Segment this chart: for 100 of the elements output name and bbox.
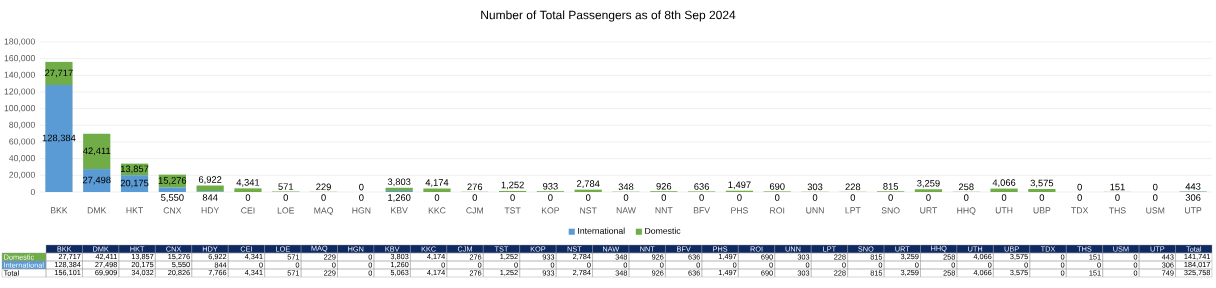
- y-tick-label: 0: [30, 188, 35, 196]
- data-label: 0: [1153, 183, 1158, 191]
- x-tick-label: UTH: [995, 207, 1013, 214]
- y-tick-label: 40,000: [9, 155, 35, 163]
- data-label: 0: [585, 194, 591, 201]
- data-label: 0: [510, 194, 515, 201]
- data-label: 6,922: [198, 176, 222, 184]
- data-label: 151: [1110, 183, 1125, 191]
- data-label: 1,252: [501, 181, 524, 190]
- data-label: 3,575: [1030, 179, 1054, 188]
- data-label: 690: [769, 183, 785, 190]
- x-tick-label: SNO: [881, 207, 900, 214]
- x-tick-label: LPT: [845, 207, 861, 214]
- x-tick-label: THS: [1109, 207, 1126, 214]
- data-label: 0: [321, 194, 326, 201]
- x-tick-label: KBV: [391, 207, 408, 214]
- data-label: 5,550: [161, 194, 184, 202]
- data-label: 0: [661, 194, 667, 201]
- x-tick-label: KOP: [541, 207, 560, 214]
- legend-label: Domestic: [645, 227, 681, 234]
- data-label: 4,341: [236, 179, 260, 187]
- y-tick-label: 120,000: [4, 88, 35, 96]
- data-label: 258: [958, 183, 974, 191]
- x-tick-label: NNT: [655, 207, 673, 214]
- data-label: 228: [845, 183, 861, 191]
- x-tick-label: TST: [504, 207, 521, 214]
- data-label: 933: [543, 183, 558, 190]
- y-tick-label: 100,000: [4, 105, 35, 113]
- y-tick-label: 60,000: [9, 138, 35, 146]
- data-label: 0: [1153, 194, 1158, 201]
- chart-title: Number of Total Passengers as of 8th Sep 2024: [481, 10, 736, 22]
- data-label: 42,411: [83, 147, 111, 156]
- x-tick-label: UNN: [806, 207, 824, 214]
- data-label: 0: [850, 194, 856, 201]
- data-label: 0: [1077, 183, 1082, 191]
- data-label: 0: [774, 194, 780, 201]
- x-tick-label: TDX: [1071, 207, 1089, 214]
- data-label: 2,784: [576, 180, 600, 189]
- data-label: 3,259: [917, 179, 940, 188]
- y-tick-label: 180,000: [4, 38, 35, 46]
- data-label: 0: [812, 194, 818, 201]
- data-label: 0: [737, 194, 742, 201]
- data-label: 443: [1185, 183, 1201, 190]
- data-label: 348: [618, 183, 634, 191]
- data-label: 3,803: [387, 178, 411, 187]
- legend-label: International: [578, 227, 625, 234]
- x-tick-label: HGN: [352, 207, 371, 214]
- x-tick-label: NST: [580, 207, 597, 214]
- x-tick-label: CJM: [466, 207, 483, 214]
- data-label: 0: [245, 194, 251, 201]
- data-label: 0: [623, 194, 629, 201]
- data-label: 4,174: [425, 179, 449, 187]
- data-label: 0: [926, 194, 931, 201]
- data-label: 0: [888, 194, 893, 201]
- y-tick-label: 20,000: [9, 171, 35, 179]
- data-label: 844: [202, 194, 218, 201]
- data-label: 0: [699, 194, 704, 201]
- x-tick-label: KKC: [428, 207, 446, 214]
- x-tick-label: DMK: [87, 207, 107, 214]
- data-label: 0: [1077, 194, 1082, 201]
- data-label: 636: [694, 183, 709, 190]
- data-label: 27,498: [82, 176, 111, 185]
- x-tick-label: HDY: [201, 207, 220, 214]
- x-tick-label: CNX: [163, 207, 182, 214]
- x-tick-label: LOE: [277, 207, 295, 214]
- data-label: 0: [359, 183, 364, 191]
- data-label: 0: [1001, 194, 1007, 201]
- x-tick-label: HHQ: [957, 207, 976, 216]
- data-label: 926: [656, 183, 672, 190]
- data-label: 303: [807, 183, 823, 191]
- x-tick-label: UBP: [1033, 207, 1051, 214]
- data-label: 0: [964, 194, 969, 201]
- data-label: 0: [283, 194, 288, 201]
- data-label: 27,717: [45, 69, 73, 78]
- data-label: 0: [548, 194, 553, 201]
- x-tick-label: BKK: [50, 207, 68, 214]
- data-label: 0: [1115, 194, 1120, 201]
- data-label: 571: [278, 183, 294, 190]
- data-label: 306: [1185, 194, 1201, 201]
- data-label: 229: [316, 183, 331, 191]
- data-label: 1,260: [388, 194, 411, 202]
- x-tick-label: URT: [920, 207, 938, 214]
- x-tick-label: UTP: [1185, 207, 1202, 214]
- y-tick-label: 140,000: [4, 71, 35, 79]
- x-tick-label: PHS: [731, 207, 748, 214]
- x-tick-label: USM: [1146, 207, 1165, 214]
- x-tick-label: HKT: [126, 207, 143, 214]
- x-tick-label: NAW: [616, 207, 636, 214]
- data-label: 4,066: [992, 179, 1016, 187]
- data-label: 0: [1039, 194, 1045, 201]
- x-tick-label: MAQ: [314, 207, 334, 216]
- y-tick-label: 80,000: [9, 121, 35, 129]
- y-tick-label: 160,000: [4, 55, 35, 63]
- data-label: 1,497: [728, 181, 751, 190]
- data-label: 815: [883, 183, 899, 190]
- data-label: 276: [467, 183, 483, 191]
- x-tick-label: ROI: [770, 207, 785, 214]
- x-tick-label: BFV: [693, 207, 710, 214]
- data-label: 0: [472, 194, 478, 201]
- data-label: 0: [359, 194, 364, 201]
